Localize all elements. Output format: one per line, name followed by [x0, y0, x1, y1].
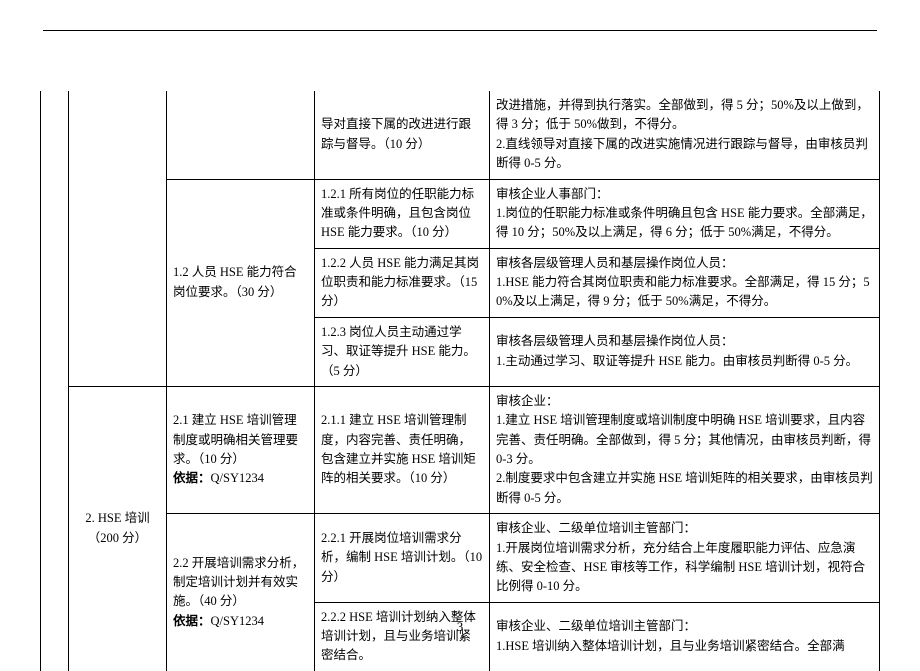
- cell-criteria: 1.2.3 岗位人员主动通过学习、取证等提升 HSE 能力。（5 分）: [315, 317, 490, 386]
- cell-l1-blank: [41, 179, 69, 248]
- table-row: 导对直接下属的改进进行跟踪与督导。（10 分） 改进措施，并得到执行落实。全部做…: [41, 91, 880, 179]
- req-text: 2.1 建立 HSE 培训管理制度或明确相关管理要求。（10 分）: [173, 413, 298, 466]
- req-text: 2.2 开展培训需求分析，制定培训计划并有效实施。（40 分）: [173, 556, 304, 609]
- cell-detail: 审核各层级管理人员和基层操作岗位人员：1.HSE 能力符合其岗位职责和能力标准要…: [490, 248, 880, 317]
- table-row: 2. HSE 培训（200 分） 2.1 建立 HSE 培训管理制度或明确相关管…: [41, 386, 880, 513]
- cell-l1-blank: [41, 248, 69, 317]
- table-row: 1.2 人员 HSE 能力符合岗位要求。（30 分） 1.2.1 所有岗位的任职…: [41, 179, 880, 248]
- cell-detail: 审核企业、二级单位培训主管部门：1.开展岗位培训需求分析，充分结合上年度履职能力…: [490, 514, 880, 603]
- cell-criteria: 导对直接下属的改进进行跟踪与督导。（10 分）: [315, 91, 490, 179]
- cell-detail: 审核企业、二级单位培训主管部门：1.HSE 培训纳入整体培训计划，且与业务培训紧…: [490, 602, 880, 671]
- basis-label: 依据：: [173, 471, 211, 485]
- cell-l2-blank: [69, 91, 167, 179]
- assessment-table: 导对直接下属的改进进行跟踪与督导。（10 分） 改进措施，并得到执行落实。全部做…: [40, 91, 880, 671]
- cell-l2-blank: [69, 317, 167, 386]
- cell-criteria: 2.2.1 开展岗位培训需求分析，编制 HSE 培训计划。（10 分）: [315, 514, 490, 603]
- table-row: 1.2.3 岗位人员主动通过学习、取证等提升 HSE 能力。（5 分） 审核各层…: [41, 317, 880, 386]
- cell-criteria: 1.2.1 所有岗位的任职能力标准或条件明确，且包含岗位 HSE 能力要求。（1…: [315, 179, 490, 248]
- cell-l1-blank: [41, 514, 69, 603]
- cell-detail: 审核企业人事部门：1.岗位的任职能力标准或条件明确且包含 HSE 能力要求。全部…: [490, 179, 880, 248]
- cell-criteria: 2.1.1 建立 HSE 培训管理制度，内容完善、责任明确，包含建立并实施 HS…: [315, 386, 490, 513]
- cell-l1-blank: [41, 91, 69, 179]
- header-rule: [43, 30, 877, 31]
- cell-l2-blank: [69, 248, 167, 317]
- cell-requirement: 1.2 人员 HSE 能力符合岗位要求。（30 分）: [167, 179, 315, 386]
- cell-detail: 审核各层级管理人员和基层操作岗位人员：1.主动通过学习、取证等提升 HSE 能力…: [490, 317, 880, 386]
- cell-requirement: 2.1 建立 HSE 培训管理制度或明确相关管理要求。（10 分） 依据：Q/S…: [167, 386, 315, 513]
- table-row: 2.2 开展培训需求分析，制定培训计划并有效实施。（40 分） 依据：Q/SY1…: [41, 514, 880, 603]
- cell-l3-blank: [167, 91, 315, 179]
- cell-l1-blank: [41, 602, 69, 671]
- cell-detail: 审核企业：1.建立 HSE 培训管理制度或培训制度中明确 HSE 培训要求，且内…: [490, 386, 880, 513]
- basis-value: Q/SY1234: [211, 471, 264, 485]
- cell-requirement: 2.2 开展培训需求分析，制定培训计划并有效实施。（40 分） 依据：Q/SY1…: [167, 514, 315, 671]
- page-number: 3: [0, 619, 920, 635]
- table-row: 1.2.2 人员 HSE 能力满足其岗位职责和能力标准要求。（15 分） 审核各…: [41, 248, 880, 317]
- cell-l1-blank: [41, 386, 69, 513]
- cell-criteria: 1.2.2 人员 HSE 能力满足其岗位职责和能力标准要求。（15 分）: [315, 248, 490, 317]
- cell-criteria: 2.2.2 HSE 培训计划纳入整体培训计划，且与业务培训紧密结合。: [315, 602, 490, 671]
- cell-detail: 改进措施，并得到执行落实。全部做到，得 5 分；50%及以上做到，得 3 分；低…: [490, 91, 880, 179]
- cell-l2-blank: [69, 179, 167, 248]
- cell-l1-blank: [41, 317, 69, 386]
